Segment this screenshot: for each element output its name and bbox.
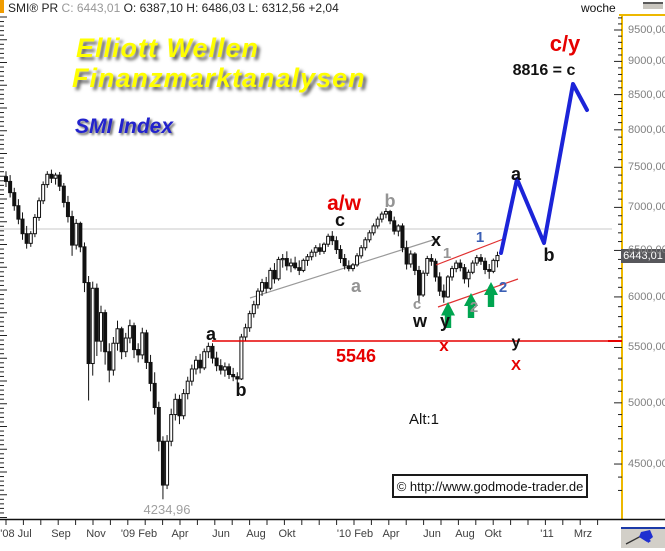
wave-b-2009: b [235, 380, 247, 400]
month-ticks [5, 520, 599, 525]
alt-scenario-label: Alt:1 [408, 411, 440, 428]
x-axis-label: Aug [455, 528, 475, 540]
x-axis-label: Sep [51, 528, 71, 540]
x-axis-label: '11 [540, 528, 554, 540]
x-axis-label: Nov [86, 528, 106, 540]
y-axis-label: 6000,00 [628, 290, 665, 303]
pushpin-icon [625, 530, 653, 545]
brand-title-line2: Finanzmarktanalysen [72, 63, 366, 93]
y-axis-label: 7000,00 [628, 201, 665, 214]
pin-tool-button[interactable] [621, 527, 665, 548]
quote-title-bar: SMI® PR C: 6443,01 O: 6387,10 H: 6486,03… [0, 0, 665, 15]
wave-y-black: y [439, 311, 451, 331]
y-axis-label: 9000,00 [628, 55, 665, 68]
x-axis-label: Jun [423, 528, 441, 540]
y-axis-label: 5500,00 [628, 341, 665, 354]
gray-trendline [249, 238, 437, 299]
low-4234-label: 4234,96 [143, 502, 191, 517]
sub-1-gray: 1 [442, 245, 452, 262]
x-axis-label: Apr [382, 528, 400, 540]
x-axis-label: Jun [212, 528, 230, 540]
x-axis-label: Okt [484, 528, 502, 540]
y-axis-label: 8500,00 [628, 88, 665, 101]
sub-2-gray: 2 [469, 299, 479, 316]
label-a-w: a/w [327, 192, 361, 215]
current-price-marker: 6443,01 [621, 248, 665, 263]
wave-c-gray: c [412, 296, 422, 313]
x-axis-label: Mrz [573, 528, 593, 540]
wave-w-black: w [412, 311, 428, 331]
close-quote: C: 6443,01 [61, 1, 121, 15]
ohl-quote: O: 6387,10 H: 6486,03 L: 6312,56 +2,04 [123, 1, 339, 15]
x-axis-label: Okt [278, 528, 296, 540]
brand-title-line1: Elliott Wellen [76, 33, 260, 63]
wave-b-gray: b [384, 191, 396, 211]
label-c-y: c/y [549, 31, 581, 56]
x-axis-label: '10 Feb [336, 528, 374, 540]
y-axis-label: 6500,00 [628, 244, 665, 257]
symbol-color-block [0, 0, 4, 13]
wave-x-red: x [439, 336, 449, 355]
wave-x2-red: X [510, 357, 522, 374]
wave-a-projected: a [510, 164, 522, 184]
x-axis-label: '08 Jul [0, 528, 32, 540]
sub-2-blue: 2 [498, 279, 508, 296]
watermark-text: © http://www.godmode-trader.de [396, 478, 584, 494]
x-axis-label: '09 Feb [120, 528, 158, 540]
y-axis-label: 5000,00 [628, 396, 665, 409]
left-edge-ticks [0, 16, 7, 518]
x-axis-label: Aug [246, 528, 266, 540]
wave-a-gray: a [350, 276, 362, 296]
instrument-title: SMI Index [75, 115, 174, 138]
y-axis-label: 4500,00 [628, 458, 665, 471]
price-ticks [608, 17, 622, 491]
level-5546-label: 5546 [335, 346, 377, 366]
x-axis-label: Apr [171, 528, 189, 540]
quote-line: SMI® PR C: 6443,01 O: 6387,10 H: 6486,03… [8, 1, 339, 15]
wave-c-black: c [334, 210, 346, 230]
candles-group [4, 169, 500, 500]
wave-b-projected: b [543, 245, 555, 265]
wave-a-2009: a [205, 324, 217, 344]
wave-x-black: x [430, 230, 442, 250]
symbol-label: SMI® PR [8, 1, 59, 15]
y-axis-label: 7500,00 [628, 161, 665, 174]
sub-1-blue: 1 [475, 229, 485, 246]
y-axis-label: 8000,00 [628, 123, 665, 136]
watermark-box: © http://www.godmode-trader.de [392, 474, 588, 498]
wave-y-mid: y [511, 334, 521, 351]
y-axis-label: 9500,00 [628, 23, 665, 36]
target-8816-label: 8816 = c [512, 62, 576, 79]
collapse-button[interactable] [643, 2, 663, 9]
timeframe-label[interactable]: woche [581, 1, 616, 15]
